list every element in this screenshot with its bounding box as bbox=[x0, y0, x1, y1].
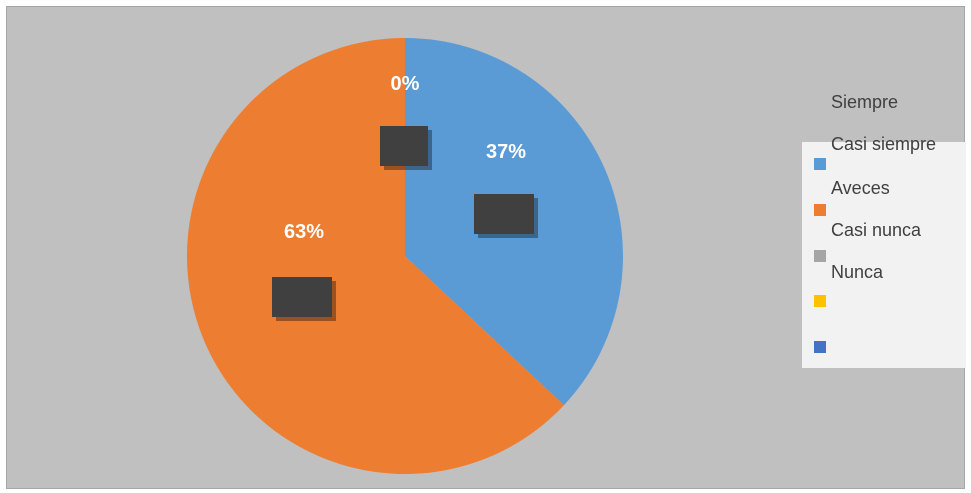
legend-swatch-aveces bbox=[814, 250, 826, 262]
legend-label-nunca: Nunca bbox=[831, 262, 884, 282]
pie-chart: 37% 63% 0% bbox=[186, 38, 623, 474]
label-box-casi-siempre bbox=[474, 194, 534, 234]
legend-label-siempre: Siempre bbox=[831, 92, 899, 112]
pie-slice-casi-siempre bbox=[186, 38, 564, 474]
legend-label-casi-nunca: Casi nunca bbox=[831, 220, 922, 240]
label-box-aveces bbox=[272, 277, 332, 317]
data-label-casi-siempre: 63% bbox=[284, 221, 324, 243]
legend-box bbox=[802, 142, 966, 368]
legend-swatch-nunca bbox=[814, 341, 826, 353]
legend-swatch-casi-nunca bbox=[814, 295, 826, 307]
legend-swatch-casi-siempre bbox=[814, 204, 826, 216]
legend-label-casi-siempre: Casi siempre bbox=[831, 134, 937, 154]
legend-label-aveces: Aveces bbox=[831, 178, 890, 198]
chart-area: 37% 63% 0% Siempre Casi siempre Aveces Cas… bbox=[6, 6, 966, 489]
data-label-siempre: 37% bbox=[486, 141, 526, 163]
legend-swatch-siempre bbox=[814, 158, 826, 170]
label-box-siempre bbox=[380, 126, 428, 166]
data-label-aveces: 0% bbox=[391, 73, 420, 95]
